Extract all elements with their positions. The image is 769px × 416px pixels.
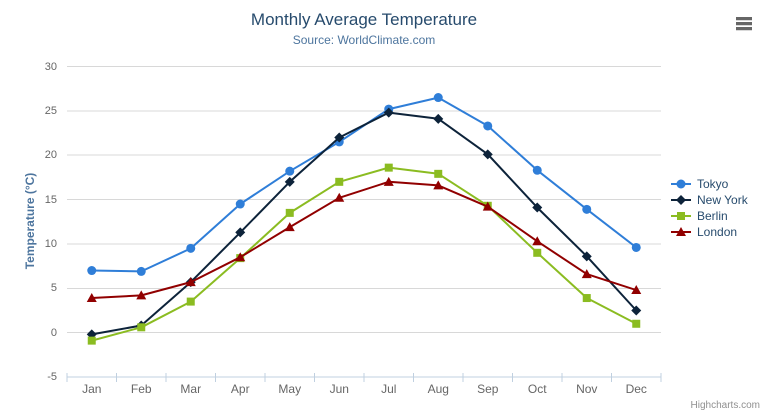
marker-berlin-may[interactable] [285,208,294,217]
marker-london-jan[interactable] [86,293,97,303]
x-axis-label-jul: Jul [381,382,397,396]
x-axis-label-jun: Jun [329,382,349,396]
legend-item-tokyo[interactable]: Tokyo [670,176,748,192]
marker-tokyo-feb[interactable] [136,266,146,276]
x-axis-label-may: May [278,382,302,396]
series-line-london[interactable] [90,180,638,299]
marker-new-york-sep[interactable] [482,149,493,160]
marker-berlin-oct[interactable] [533,248,542,257]
y-axis-label-25: 25 [44,104,57,117]
marker-london-aug[interactable] [433,180,444,190]
x-axis-label-mar: Mar [180,382,202,396]
legend-label: New York [697,193,748,207]
y-axis-label-0: 0 [50,326,57,339]
marker-london-mar[interactable] [185,277,196,287]
legend-label: London [697,225,738,239]
marker-berlin-jul[interactable] [384,163,393,172]
x-axis-label-jan: Jan [82,382,102,396]
legend-item-new-york[interactable]: New York [670,192,748,208]
legend-label: Tokyo [697,177,729,191]
y-axis-label-5: 5 [50,282,57,295]
x-axis-label-feb: Feb [130,382,152,396]
marker-new-york-jul[interactable] [383,107,394,118]
marker-tokyo-mar[interactable] [186,243,196,253]
marker-tokyo-sep[interactable] [483,121,493,131]
marker-berlin-aug[interactable] [434,169,443,178]
chart-title: Monthly Average Temperature [250,10,478,29]
y-axis-label-20: 20 [44,149,57,162]
y-axis-label-10: 10 [44,237,57,250]
y-axis-label--5: -5 [47,371,57,383]
series-line-new-york[interactable] [90,111,638,336]
marker-berlin-nov[interactable] [582,294,591,303]
marker-london-nov[interactable] [581,269,592,279]
marker-london-jun[interactable] [334,192,345,202]
marker-berlin-jun[interactable] [335,177,344,186]
series-line-berlin[interactable] [90,166,638,342]
marker-london-jul[interactable] [383,176,394,186]
marker-tokyo-may[interactable] [285,166,295,176]
hamburger-icon [733,17,755,30]
marker-tokyo-apr[interactable] [235,199,245,209]
marker-tokyo-jan[interactable] [87,266,97,276]
y-axis-label-15: 15 [44,193,57,206]
marker-london-oct[interactable] [532,236,543,246]
credits-link[interactable]: Highcharts.com [690,400,760,411]
chart-subtitle: Source: WorldClimate.com [292,33,436,47]
x-axis-label-oct: Oct [527,382,547,396]
legend-marker-diamond-icon [671,195,691,205]
marker-tokyo-nov[interactable] [582,204,592,214]
x-axis-label-apr: Apr [230,382,250,396]
marker-new-york-nov[interactable] [581,251,592,262]
legend-marker-triangle-icon [671,227,691,236]
marker-new-york-jun[interactable] [334,132,345,143]
marker-berlin-jan[interactable] [87,336,96,345]
legend-item-berlin[interactable]: Berlin [670,208,748,224]
x-axis-label-sep: Sep [477,382,499,396]
y-axis-label-30: 30 [44,60,57,73]
marker-new-york-oct[interactable] [532,202,543,213]
marker-london-feb[interactable] [136,290,147,300]
marker-new-york-dec[interactable] [631,305,642,316]
marker-new-york-aug[interactable] [433,113,444,124]
legend: Tokyo New York Berlin London [670,176,748,240]
marker-berlin-mar[interactable] [186,297,195,306]
marker-london-apr[interactable] [235,252,246,262]
legend-marker-circle-icon [671,179,691,189]
marker-berlin-dec[interactable] [632,319,641,328]
marker-tokyo-aug[interactable] [433,93,443,103]
marker-london-dec[interactable] [631,285,642,295]
legend-item-london[interactable]: London [670,224,748,240]
marker-new-york-apr[interactable] [235,227,246,238]
marker-berlin-feb[interactable] [137,323,146,332]
legend-marker-square-icon [671,212,691,220]
marker-tokyo-oct[interactable] [532,165,542,175]
x-axis-label-dec: Dec [625,382,647,396]
context-menu-button[interactable] [731,13,757,39]
marker-new-york-may[interactable] [284,176,295,187]
x-axis-label-aug: Aug [427,382,449,396]
x-axis-label-nov: Nov [576,382,598,396]
legend-label: Berlin [697,209,728,223]
marker-london-may[interactable] [284,222,295,232]
marker-tokyo-dec[interactable] [631,242,641,252]
marker-london-sep[interactable] [482,201,493,211]
series-line-tokyo[interactable] [90,96,638,273]
